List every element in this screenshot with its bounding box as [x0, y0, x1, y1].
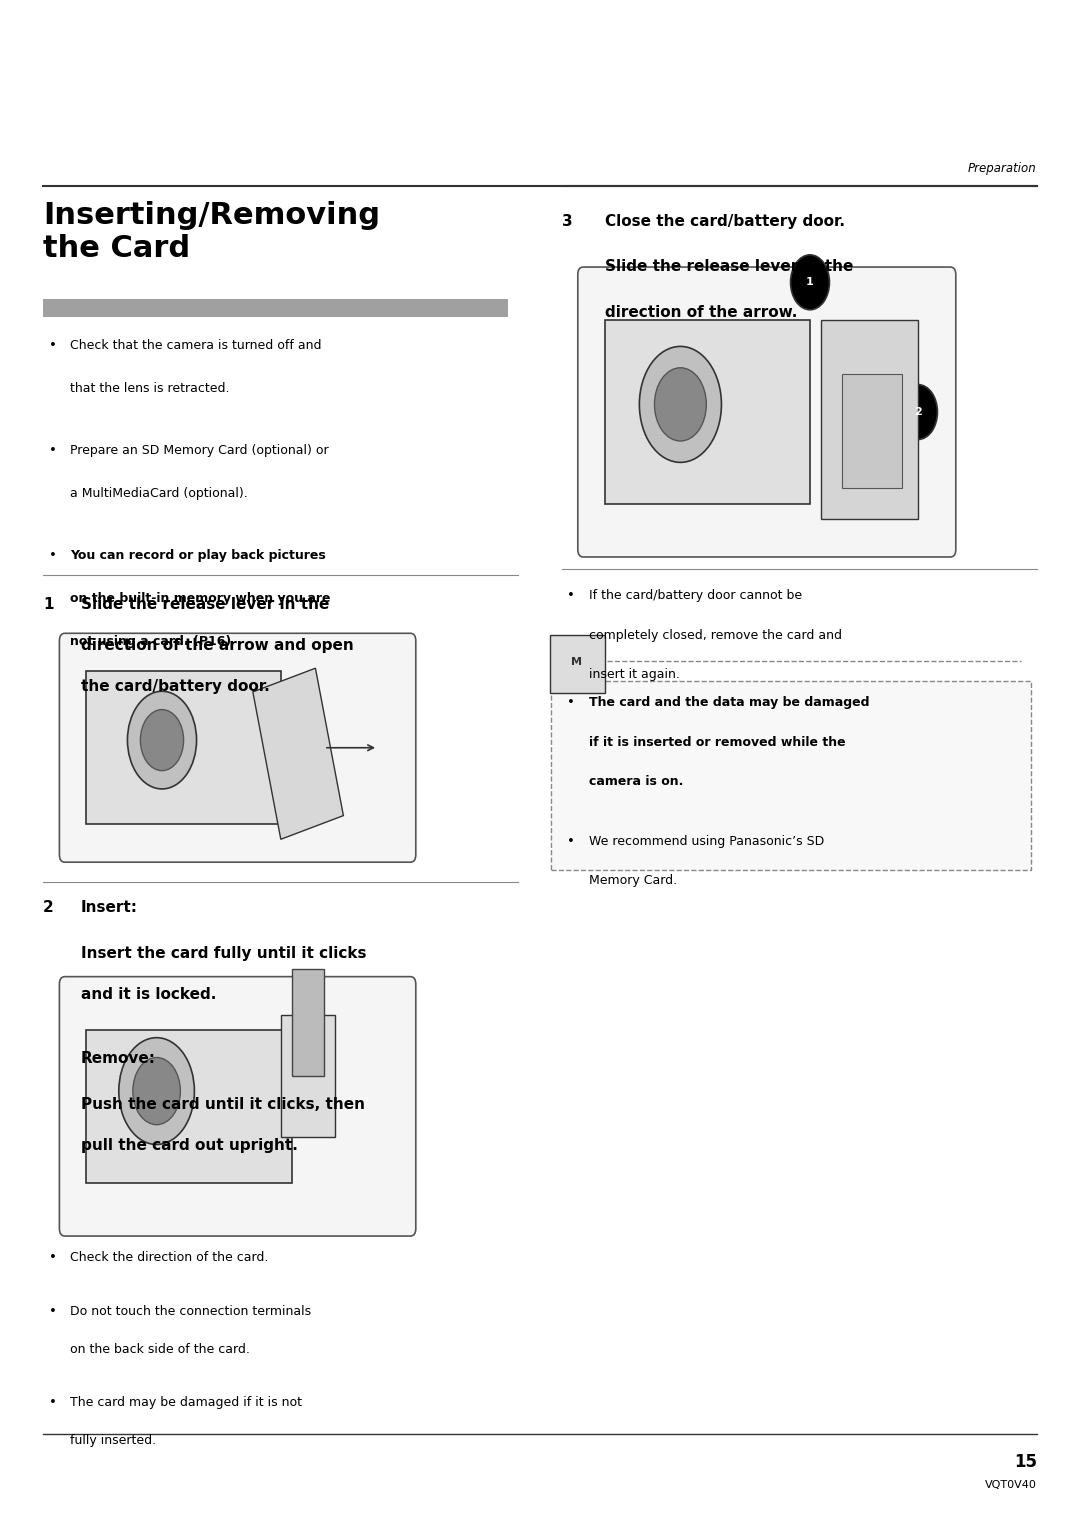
Text: on the built-in memory when you are: on the built-in memory when you are	[70, 592, 330, 606]
Text: •: •	[49, 444, 56, 458]
Bar	[86, 1030, 292, 1183]
Circle shape	[639, 346, 721, 462]
Text: 1: 1	[43, 597, 54, 612]
Text: if it is inserted or removed while the: if it is inserted or removed while the	[589, 736, 846, 749]
Text: Do not touch the connection terminals: Do not touch the connection terminals	[70, 1305, 311, 1318]
Text: You can record or play back pictures: You can record or play back pictures	[70, 549, 326, 563]
Text: camera is on.: camera is on.	[589, 775, 683, 789]
Bar	[253, 668, 343, 839]
Text: The card and the data may be damaged: The card and the data may be damaged	[589, 696, 869, 710]
Bar	[292, 969, 324, 1076]
FancyBboxPatch shape	[59, 633, 416, 862]
Text: direction of the arrow.: direction of the arrow.	[605, 305, 797, 320]
Circle shape	[899, 385, 937, 439]
Text: Close the card/battery door.: Close the card/battery door.	[605, 214, 845, 229]
Circle shape	[654, 368, 706, 441]
Text: If the card/battery door cannot be: If the card/battery door cannot be	[589, 589, 801, 603]
FancyBboxPatch shape	[59, 977, 416, 1236]
Text: 1: 1	[806, 278, 814, 287]
FancyBboxPatch shape	[578, 267, 956, 557]
Text: 2: 2	[914, 407, 922, 417]
Text: completely closed, remove the card and: completely closed, remove the card and	[589, 629, 841, 642]
FancyBboxPatch shape	[551, 681, 1031, 870]
Bar	[821, 320, 918, 519]
Text: pull the card out upright.: pull the card out upright.	[81, 1138, 298, 1154]
Text: Prepare an SD Memory Card (optional) or: Prepare an SD Memory Card (optional) or	[70, 444, 328, 458]
Text: •: •	[49, 549, 56, 563]
Text: a MultiMediaCard (optional).: a MultiMediaCard (optional).	[70, 487, 248, 501]
Text: insert it again.: insert it again.	[589, 668, 679, 682]
Text: •: •	[567, 835, 575, 848]
Circle shape	[119, 1038, 194, 1144]
Text: Remove:: Remove:	[81, 1051, 156, 1067]
Text: on the back side of the card.: on the back side of the card.	[70, 1343, 251, 1357]
Circle shape	[133, 1058, 180, 1125]
Text: Check the direction of the card.: Check the direction of the card.	[70, 1251, 269, 1265]
Text: VQT0V40: VQT0V40	[985, 1480, 1037, 1491]
Text: Push the card until it clicks, then: Push the card until it clicks, then	[81, 1097, 365, 1112]
Text: Memory Card.: Memory Card.	[589, 874, 677, 888]
Text: The card may be damaged if it is not: The card may be damaged if it is not	[70, 1396, 302, 1410]
Text: 15: 15	[1014, 1453, 1037, 1471]
Text: •: •	[49, 339, 56, 353]
Circle shape	[791, 255, 829, 310]
Text: •: •	[567, 696, 575, 710]
Bar	[86, 671, 281, 824]
Text: the card/battery door.: the card/battery door.	[81, 679, 270, 694]
Circle shape	[127, 691, 197, 789]
Bar	[43, 299, 508, 317]
Text: not using a card. (P16): not using a card. (P16)	[70, 635, 231, 649]
Text: Slide the release lever in the: Slide the release lever in the	[81, 597, 329, 612]
Bar	[605, 320, 810, 504]
Bar	[281, 1015, 335, 1137]
Text: 3: 3	[562, 214, 572, 229]
Text: •: •	[567, 589, 575, 603]
Text: and it is locked.: and it is locked.	[81, 987, 216, 1003]
Text: Insert the card fully until it clicks: Insert the card fully until it clicks	[81, 946, 366, 961]
Text: Insert:: Insert:	[81, 900, 138, 916]
Text: Check that the camera is turned off and: Check that the camera is turned off and	[70, 339, 322, 353]
FancyBboxPatch shape	[550, 635, 605, 693]
Text: •: •	[49, 1396, 56, 1410]
Text: M: M	[571, 658, 582, 667]
Text: 2: 2	[43, 900, 54, 916]
Text: We recommend using Panasonic’s SD: We recommend using Panasonic’s SD	[589, 835, 824, 848]
Text: Slide the release lever in the: Slide the release lever in the	[605, 259, 853, 275]
Text: •: •	[49, 1251, 56, 1265]
Text: fully inserted.: fully inserted.	[70, 1434, 157, 1448]
Text: Inserting/Removing
the Card: Inserting/Removing the Card	[43, 201, 380, 262]
Text: that the lens is retracted.: that the lens is retracted.	[70, 382, 230, 395]
Text: •: •	[49, 1305, 56, 1318]
Text: direction of the arrow and open: direction of the arrow and open	[81, 638, 354, 653]
Circle shape	[140, 710, 184, 771]
Text: Preparation: Preparation	[968, 162, 1037, 175]
Bar	[842, 374, 902, 488]
